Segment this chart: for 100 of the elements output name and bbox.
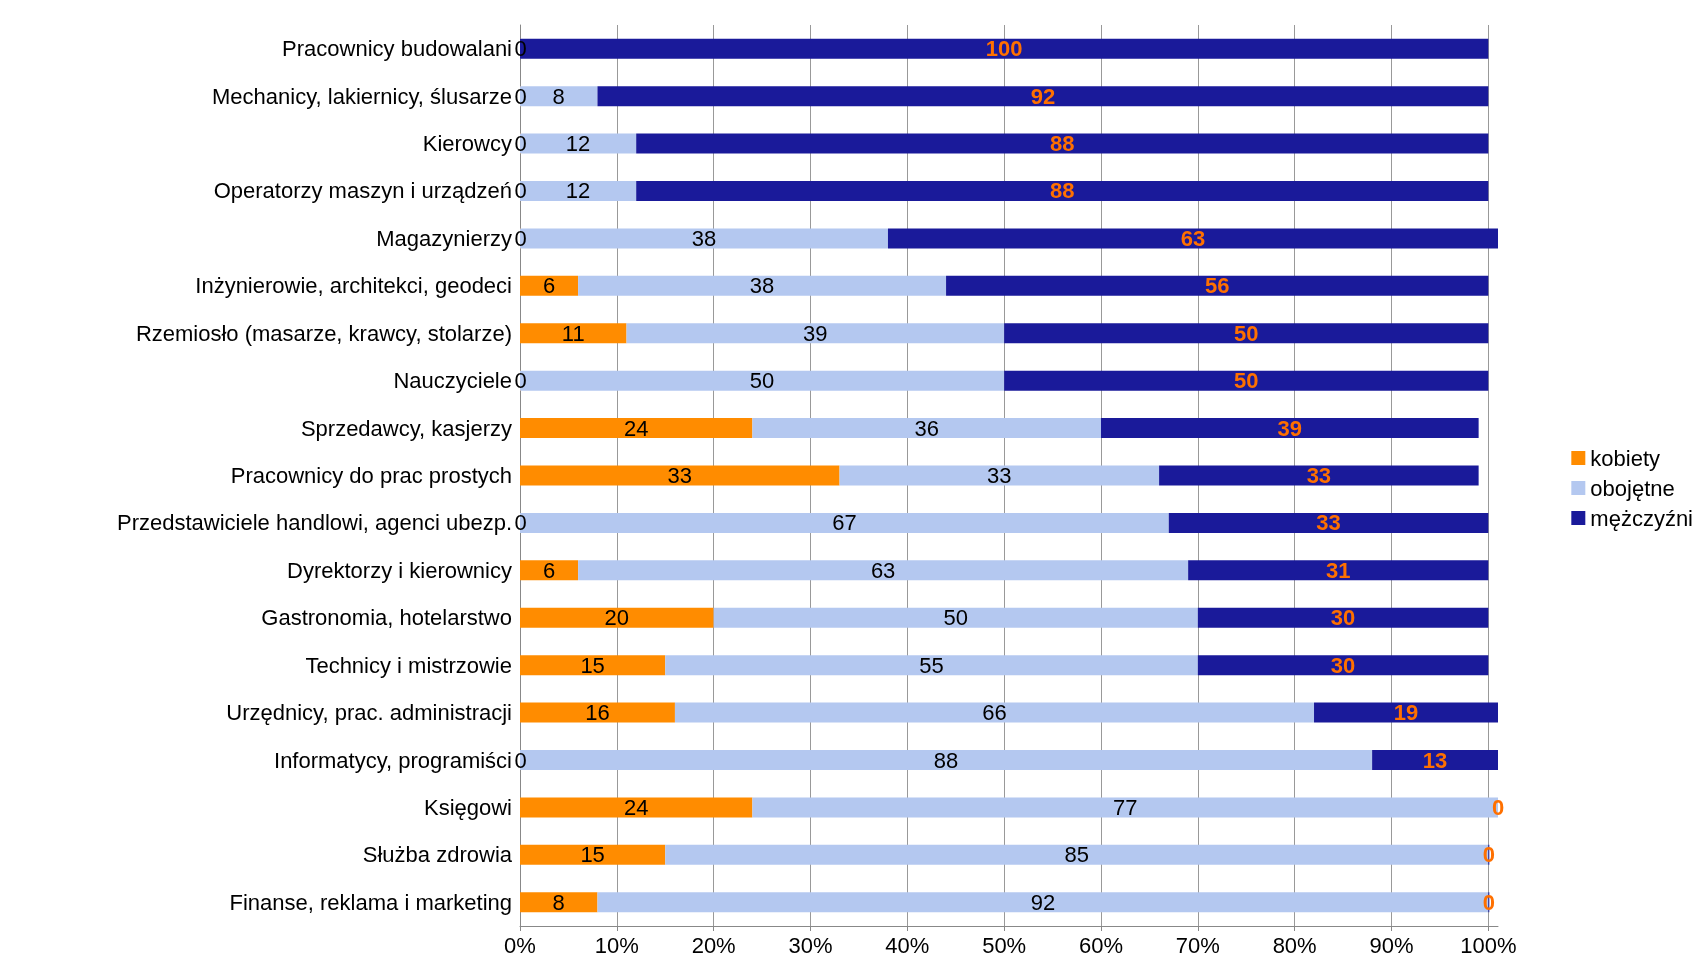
y-tick-label: Rzemiosło (masarze, krawcy, stolarze) (135, 320, 512, 346)
bar (520, 797, 753, 818)
data-label: 77 (1112, 794, 1138, 820)
x-tick-label: 40% (885, 932, 930, 958)
bar (1159, 465, 1479, 486)
x-tick-label: 90% (1369, 932, 1414, 958)
bar (520, 418, 753, 439)
data-label: 36 (914, 415, 939, 441)
y-tick-label: Przedstawiciele handlowi, agenci ubezp. (116, 510, 512, 536)
x-tick-label: 70% (1175, 932, 1220, 958)
bar (1168, 512, 1489, 533)
y-tick-label: Dyrektorzy i kierownicy (287, 557, 512, 583)
bar (1100, 418, 1479, 439)
legend-label: kobiety (1590, 445, 1661, 471)
y-tick-label: Technicy i mistrzowie (305, 652, 512, 678)
data-label: 15 (580, 842, 605, 868)
y-tick-label: Informatycy, programiści (274, 747, 512, 773)
bar (520, 844, 666, 865)
data-label: 33 (1306, 463, 1332, 488)
bar (674, 702, 1315, 723)
y-tick-label: Finanse, reklama i marketing (229, 889, 512, 915)
data-label: 0 (1482, 842, 1495, 868)
data-label: 33 (1316, 510, 1341, 536)
data-label: 55 (919, 652, 944, 678)
data-label: 63 (870, 557, 896, 583)
bar (578, 560, 1189, 581)
bar (520, 892, 598, 913)
bar (520, 655, 666, 676)
data-label: 0 (1491, 794, 1505, 820)
y-tick-label: Służba zdrowia (362, 842, 513, 868)
data-label: 8 (552, 889, 565, 915)
data-label: 6 (542, 557, 556, 583)
data-label: 50 (943, 605, 968, 631)
bar (1188, 560, 1489, 581)
data-label: 12 (565, 178, 591, 204)
bar (1197, 655, 1489, 676)
data-label: 0 (1482, 889, 1495, 915)
bar (752, 418, 1101, 439)
data-label: 100 (985, 36, 1023, 62)
bar (520, 560, 579, 581)
bar (626, 323, 1005, 344)
data-label: 0 (514, 178, 527, 204)
data-label: 56 (1204, 273, 1230, 299)
y-tick-label: Księgowi (423, 794, 512, 820)
y-tick-label: Nauczyciele (393, 368, 512, 394)
data-label: 0 (514, 747, 527, 773)
data-label: 63 (1180, 225, 1206, 251)
bar (887, 228, 1498, 249)
data-label: 38 (691, 225, 717, 251)
y-tick-label: Urzędnicy, prac. administracji (226, 700, 512, 726)
bar (1004, 323, 1489, 344)
data-label: 39 (1277, 415, 1303, 441)
data-label: 92 (1030, 889, 1056, 915)
bar (839, 465, 1160, 486)
bar (597, 86, 1489, 107)
y-tick-label: Operatorzy maszyn i urządzeń (213, 178, 512, 204)
bar (520, 465, 840, 486)
data-label: 50 (1234, 320, 1259, 346)
data-label: 67 (832, 510, 857, 536)
bar (1314, 702, 1498, 723)
data-label: 12 (565, 131, 591, 157)
y-tick-label: Inżynierowie, architekci, geodeci (195, 273, 512, 299)
data-label: 88 (933, 747, 959, 773)
y-tick-label: Sprzedawcy, kasjerzy (300, 415, 512, 441)
bar (578, 275, 947, 296)
data-label: 33 (667, 463, 693, 488)
bar (1372, 750, 1498, 771)
data-label: 11 (561, 320, 585, 346)
bar (520, 275, 579, 296)
bar (520, 607, 714, 628)
y-tick-label: Gastronomia, hotelarstwo (261, 605, 512, 631)
x-tick-label: 20% (691, 932, 736, 958)
data-label: 19 (1393, 700, 1419, 726)
y-tick-label: Pracownicy budowalani (282, 36, 512, 62)
x-tick-label: 10% (594, 932, 639, 958)
data-label: 30 (1330, 605, 1356, 631)
bar (1004, 370, 1489, 391)
legend-label: mężczyźni (1590, 505, 1693, 531)
data-label: 8 (552, 83, 565, 109)
x-tick-label: 80% (1272, 932, 1317, 958)
data-label: 92 (1030, 83, 1056, 109)
x-tick-label: 30% (788, 932, 833, 958)
x-tick-label: 50% (982, 932, 1027, 958)
data-label: 6 (542, 273, 556, 299)
y-tick-label: Pracownicy do prac prostych (230, 463, 512, 488)
data-label: 31 (1325, 557, 1351, 583)
data-label: 13 (1422, 747, 1448, 773)
data-label: 50 (749, 368, 775, 394)
data-label: 33 (987, 463, 1012, 488)
x-tick-label: 60% (1078, 932, 1124, 958)
data-label: 39 (803, 320, 828, 346)
bar (1197, 607, 1489, 628)
data-label: 66 (982, 700, 1007, 726)
bar (713, 607, 1198, 628)
bar (520, 702, 675, 723)
bar (946, 275, 1489, 296)
legend-label: obojętne (1590, 475, 1675, 501)
data-label: 88 (1050, 131, 1075, 157)
bar (636, 133, 1489, 154)
y-tick-label: Magazynierzy (376, 225, 512, 251)
